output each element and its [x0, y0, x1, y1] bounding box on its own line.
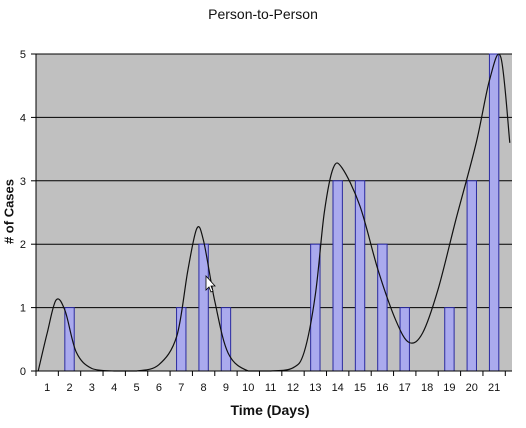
x-tick-label: 14: [332, 382, 344, 394]
x-tick-label: 21: [488, 382, 500, 394]
x-tick-label: 3: [89, 382, 95, 394]
chart-title: Person-to-Person: [208, 6, 318, 22]
x-tick-labels: 1 2 3 4 5 6 7 8 9 10 11 12 13 14 15 16 17 18 19 20 21: [44, 382, 500, 394]
bar: [377, 243, 388, 372]
bars: [64, 53, 500, 372]
bar: [332, 180, 343, 372]
y-tick-label: 4: [20, 112, 26, 124]
x-tick-label: 10: [242, 382, 254, 394]
x-tick-label: 16: [376, 382, 388, 394]
y-tick-label: 0: [20, 366, 26, 378]
bar: [220, 307, 232, 372]
x-tick-label: 11: [265, 382, 276, 394]
x-tick-label: 6: [156, 382, 162, 394]
x-tick-label: 7: [178, 382, 184, 394]
x-tick-label: 1: [44, 382, 50, 394]
bar: [488, 53, 500, 372]
x-tick-label: 12: [287, 382, 299, 394]
mouse-cursor-icon: [205, 274, 216, 293]
x-tick-label: 18: [421, 382, 433, 394]
x-axis-label: Time (Days): [230, 402, 310, 418]
y-tick-label: 2: [20, 239, 26, 251]
y-tick-label: 1: [20, 303, 26, 315]
x-tick-label: 19: [443, 382, 455, 394]
y-tick-labels: 0 1 2 3 4 5: [20, 49, 26, 378]
bar: [198, 243, 209, 372]
y-axis-label: # of Cases: [1, 178, 17, 245]
x-tick-label: 20: [466, 382, 478, 394]
bar: [354, 180, 366, 372]
x-tick-label: 4: [111, 382, 117, 394]
x-tick-label: 15: [354, 382, 366, 394]
x-tick-label: 2: [66, 382, 72, 394]
y-tick-label: 5: [20, 49, 26, 61]
plot-area: [36, 54, 512, 371]
axes: [31, 53, 512, 376]
bar: [444, 307, 455, 372]
x-tick-label: 8: [201, 382, 207, 394]
bar: [399, 307, 410, 372]
x-tick-label: 9: [223, 382, 229, 394]
bar: [466, 180, 477, 372]
x-tick-label: 13: [309, 382, 321, 394]
y-tick-label: 3: [20, 176, 26, 188]
x-tick-label: 17: [399, 382, 411, 394]
x-tick-label: 5: [134, 382, 140, 394]
